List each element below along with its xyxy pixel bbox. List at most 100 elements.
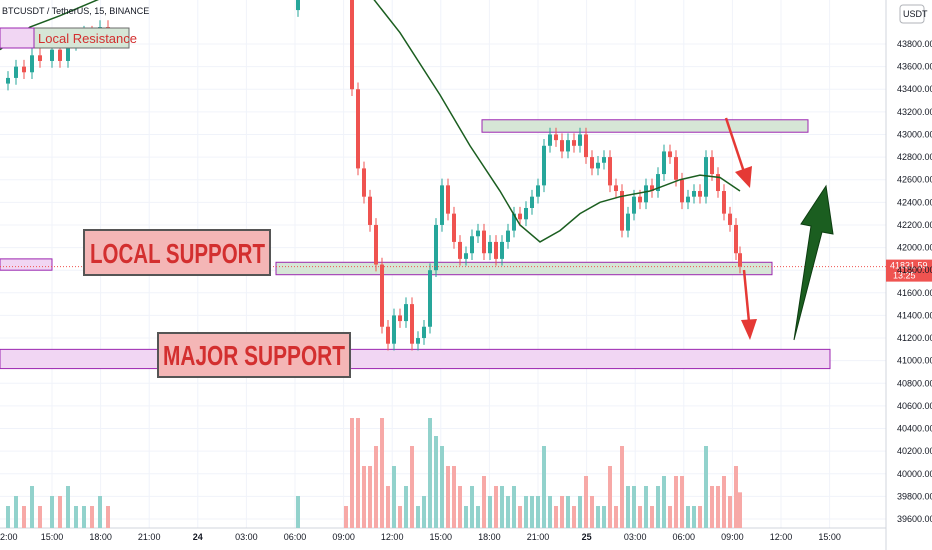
currency-badge[interactable] <box>899 4 925 24</box>
volume-bar <box>488 496 492 528</box>
price-tick-label: 41000.00 <box>897 356 932 366</box>
volume-bar <box>590 496 594 528</box>
candle-body <box>476 230 480 237</box>
time-tick-label: 09:00 <box>721 532 744 542</box>
candle-body <box>548 134 552 146</box>
volume-bar <box>428 418 432 528</box>
volume-bar <box>512 486 516 528</box>
candle-body <box>716 174 720 192</box>
candle-body <box>482 230 486 254</box>
local-support-zone-left[interactable] <box>0 258 53 271</box>
price-tick-label: 41600.00 <box>897 288 932 298</box>
volume-bar <box>620 446 624 528</box>
arrow-up-green <box>793 184 834 341</box>
volume-bar <box>398 506 402 528</box>
candle-body <box>662 151 666 175</box>
volume-bar <box>554 506 558 528</box>
candle-body <box>440 185 444 225</box>
price-tick-label: 43000.00 <box>897 129 932 139</box>
local-resistance-zone[interactable] <box>481 119 809 133</box>
candle-body <box>404 304 408 322</box>
time-tick-label: 18:00 <box>89 532 112 542</box>
candle-body <box>452 213 456 242</box>
local-resistance-text: Local Resistance <box>38 31 137 46</box>
candle-body <box>296 0 300 11</box>
time-tick-label: 21:00 <box>138 532 161 542</box>
volume-bar <box>106 506 110 528</box>
candlesticks <box>6 0 742 351</box>
candle-body <box>626 213 630 231</box>
price-tick-label: 41400.00 <box>897 310 932 320</box>
major-support-text: MAJOR SUPPORT <box>163 340 345 371</box>
price-tick-label: 43200.00 <box>897 107 932 117</box>
candle-body <box>584 134 588 158</box>
volume-bar <box>22 506 26 528</box>
volume-bar <box>404 486 408 528</box>
time-tick-label: 24 <box>193 532 203 542</box>
candle-body <box>38 55 42 61</box>
volume-bar <box>638 506 642 528</box>
local-resistance-zone-left <box>0 27 35 49</box>
local-support-zone[interactable] <box>275 261 773 276</box>
time-tick-label: 2:00 <box>0 532 18 542</box>
candle-body <box>422 326 426 339</box>
volume-bar <box>452 466 456 528</box>
candle-body <box>22 66 26 73</box>
candle-body <box>50 49 54 61</box>
time-tick-label: 06:00 <box>284 532 307 542</box>
time-tick-label: 15:00 <box>818 532 841 542</box>
candle-body <box>608 157 612 186</box>
symbol-text: BTCUSDT / TetherUS, 15, BINANCE <box>2 6 149 16</box>
volume-bar <box>626 486 630 528</box>
candle-body <box>464 253 468 259</box>
volume-bar <box>518 506 522 528</box>
volume-bar <box>66 486 70 528</box>
price-tick-label: 40800.00 <box>897 378 932 388</box>
local-support-label[interactable]: LOCAL SUPPORT <box>83 229 271 276</box>
price-tick-label: 41200.00 <box>897 333 932 343</box>
last-price-countdown: 13:25 <box>893 271 916 281</box>
arrow-down-red-lower <box>741 269 757 340</box>
volume-bar <box>680 476 684 528</box>
price-tick-label: 43800.00 <box>897 39 932 49</box>
volume-bar <box>500 486 504 528</box>
candle-body <box>356 89 360 169</box>
candle-body <box>488 241 492 254</box>
volume-bar <box>650 506 654 528</box>
major-support-label[interactable]: MAJOR SUPPORT <box>157 332 351 378</box>
candle-body <box>350 0 354 90</box>
volume-bar <box>38 506 42 528</box>
candle-body <box>428 270 432 327</box>
time-axis: 2:00 15:00 18:00 21:00 24 03:00 06:00 09:00 12:0… <box>0 532 841 542</box>
time-tick-label: 12:00 <box>770 532 793 542</box>
major-support-zone[interactable] <box>0 348 831 370</box>
volume-bar <box>548 496 552 528</box>
volume-bar <box>584 476 588 528</box>
time-tick-label: 21:00 <box>527 532 550 542</box>
volume-bar <box>524 496 528 528</box>
local-support-text: LOCAL SUPPORT <box>90 238 265 269</box>
volume-bar <box>530 496 534 528</box>
candle-body <box>536 185 540 197</box>
local-resistance-label[interactable]: Local Resistance <box>33 27 137 49</box>
price-tick-label: 40000.00 <box>897 469 932 479</box>
volume-bar <box>482 476 486 528</box>
volume-bar <box>494 486 498 528</box>
volume-bar <box>560 496 564 528</box>
candle-body <box>596 162 600 169</box>
volume-bar <box>82 506 86 528</box>
currency-badge-text: USDT <box>903 9 928 19</box>
volume-bar <box>572 506 576 528</box>
candle-body <box>674 157 678 180</box>
price-tick-label: 42600.00 <box>897 175 932 185</box>
volume-bar <box>716 486 720 528</box>
candle-body <box>632 196 636 214</box>
volume-bar <box>662 476 666 528</box>
candle-body <box>518 213 522 220</box>
candle-body <box>380 264 384 327</box>
price-tick-label: 41800.00 <box>897 265 932 275</box>
volume-bar <box>374 446 378 528</box>
candle-body <box>572 140 576 146</box>
price-tick-label: 39800.00 <box>897 491 932 501</box>
